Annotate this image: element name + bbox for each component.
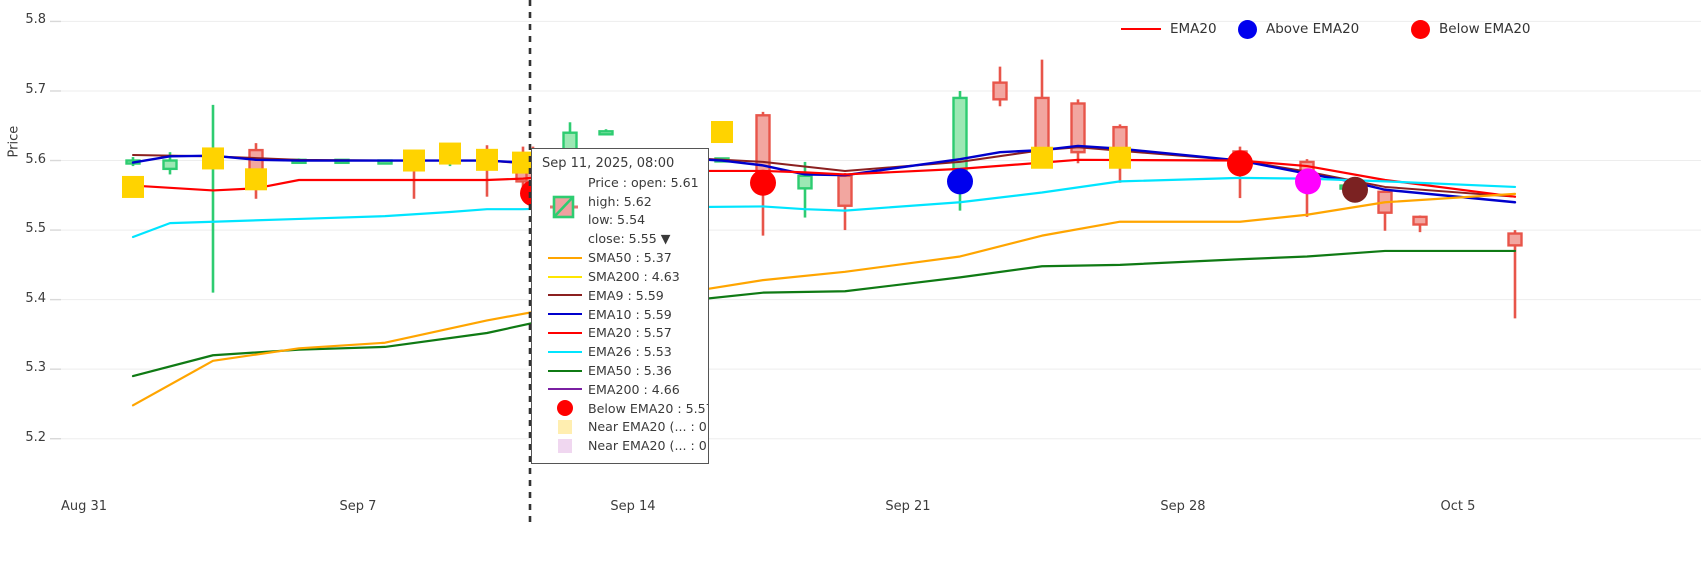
y-axis-tick-label: 5.3 (25, 360, 46, 376)
tooltip-row-ema20: EMA20 : 5.57 (546, 324, 700, 343)
tooltip-row-below-ema20: Below EMA20 : 5.57 (546, 399, 708, 418)
tooltip-title: Sep 11, 2025, 08:00 (542, 156, 675, 171)
indicator-line-swatch (548, 350, 582, 353)
above-ema20-dot-swatch (1238, 19, 1257, 39)
signal-markers (122, 121, 1368, 207)
tooltip-row-sma50: SMA50 : 5.37 (546, 248, 700, 267)
tooltip-indicator-rows: SMA50 : 5.37 SMA200 : 4.63 EMA9 : 5.59 EMA1… (540, 248, 708, 455)
indicator-line-swatch (548, 294, 582, 297)
indicator-line-swatch (548, 256, 582, 259)
tooltip-row-sma200: SMA200 : 4.63 (546, 267, 700, 286)
below-ema20-dot-swatch (1411, 19, 1430, 39)
indicator-line-swatch (548, 331, 582, 334)
indicator-value-label: EMA10 : 5.59 (588, 306, 672, 322)
indicator-line-swatch (548, 388, 582, 391)
tooltip-close: close: 5.55 ▼ (588, 230, 671, 246)
indicator-line-swatch (548, 313, 582, 316)
x-axis-tick-label: Aug 31 (60, 499, 108, 514)
legend-label-below-ema20: Below EMA20 (1439, 21, 1531, 37)
ema20-line-swatch (1121, 28, 1161, 30)
indicator-line-swatch (548, 275, 582, 278)
candlestick-icon (546, 174, 584, 223)
x-axis-tick-label: Sep 28 (1160, 499, 1206, 514)
indicator-value-label: Near EMA20 (... : 0 (588, 438, 707, 454)
indicator-square-swatch (558, 438, 572, 453)
indicator-value-label: EMA200 : 4.66 (588, 381, 680, 397)
legend-above-ema20[interactable]: Above EMA20 (1238, 18, 1359, 40)
indicator-value-label: EMA9 : 5.59 (588, 287, 664, 303)
y-axis-tick-label: 5.6 (25, 151, 46, 167)
hover-tooltip: Sep 11, 2025, 08:00 Price : open: 5.61 h… (531, 148, 709, 465)
y-axis-tick-label: 5.8 (25, 12, 46, 28)
y-axis-tick-label: 5.5 (25, 221, 46, 237)
tooltip-row-ema10: EMA10 : 5.59 (546, 305, 700, 324)
y-axis-tick-label: 5.4 (25, 290, 46, 306)
indicator-line-swatch (548, 369, 582, 372)
tooltip-row-ema50: EMA50 : 5.36 (546, 361, 700, 380)
tooltip-row-near-ema20-b: Near EMA20 (... : 0 (546, 436, 707, 455)
tooltip-row-ema9: EMA9 : 5.59 (546, 286, 700, 305)
indicator-value-label: EMA20 : 5.57 (588, 325, 672, 341)
tooltip-row-ema26: EMA26 : 5.53 (546, 342, 700, 361)
tooltip-row-near-ema20-a: Near EMA20 (... : 0 (546, 418, 707, 437)
indicator-value-label: EMA50 : 5.36 (588, 363, 672, 379)
tooltip-row-ema200: EMA200 : 4.66 (546, 380, 700, 399)
ytick-marks (50, 20, 61, 440)
legend-label-ema20: EMA20 (1170, 21, 1217, 37)
tooltip-high: high: 5.62 (588, 193, 652, 209)
indicator-value-label: SMA50 : 5.37 (588, 250, 672, 266)
indicator-value-label: SMA200 : 4.63 (588, 269, 680, 285)
indicator-square-swatch (558, 419, 572, 434)
x-axis-tick-label: Sep 7 (339, 499, 377, 514)
grid-lines (50, 20, 1701, 440)
indicator-value-label: EMA26 : 5.53 (588, 344, 672, 360)
tooltip-open: Price : open: 5.61 (588, 175, 699, 190)
tooltip-ohlc-block: Price : open: 5.61 high: 5.62 low: 5.54 … (546, 174, 700, 248)
x-axis-tick-label: Sep 14 (610, 499, 656, 514)
legend-label-above-ema20: Above EMA20 (1266, 21, 1360, 37)
indicator-dot-swatch (557, 400, 573, 417)
x-axis-tick-label: Oct 5 (1440, 499, 1476, 514)
y-axis-tick-label: 5.2 (25, 429, 46, 445)
x-axis-tick-label: Sep 21 (885, 499, 931, 514)
tooltip-ohlc-text: Price : open: 5.61 high: 5.62 low: 5.54 … (588, 174, 699, 248)
y-axis-tick-label: 5.7 (25, 81, 46, 97)
indicator-value-label: Near EMA20 (... : 0 (588, 419, 707, 435)
indicator-value-label: Below EMA20 : 5.57 (588, 400, 709, 416)
legend-ema20[interactable]: EMA20 (1121, 18, 1217, 40)
tooltip-low: low: 5.54 (588, 212, 646, 228)
legend-below-ema20[interactable]: Below EMA20 (1411, 18, 1531, 40)
